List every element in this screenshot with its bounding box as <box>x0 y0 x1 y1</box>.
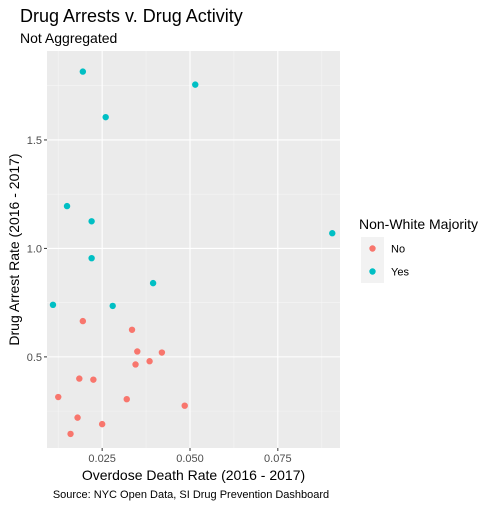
data-point-yes <box>102 113 109 121</box>
data-point-no <box>67 430 74 438</box>
data-point-yes <box>88 254 95 262</box>
data-point-no <box>123 395 130 403</box>
data-point-yes <box>149 279 157 287</box>
data-point-yes <box>109 302 116 310</box>
plot-panel <box>47 51 340 448</box>
data-point-yes <box>88 218 95 225</box>
data-point-no <box>90 376 97 383</box>
y-tick-label: 1.0 <box>27 243 42 255</box>
x-axis-ticks: 0.025 0.050 0.075 <box>88 448 292 465</box>
chart-subtitle: Not Aggregated <box>20 30 117 46</box>
data-point-yes <box>79 68 87 75</box>
x-tick-label: 0.025 <box>88 453 116 465</box>
legend-marker-yes <box>369 268 376 275</box>
data-point-yes <box>192 81 199 88</box>
data-point-no <box>55 393 62 401</box>
grid-lines <box>47 51 340 448</box>
data-point-no <box>134 348 141 355</box>
legend-label-no: No <box>391 244 405 256</box>
x-tick-label: 0.050 <box>176 453 204 465</box>
data-point-no <box>146 358 153 365</box>
data-point-yes <box>63 202 71 210</box>
data-point-no <box>181 402 188 409</box>
y-axis-title: Drug Arrest Rate (2016 - 2017) <box>6 153 22 345</box>
data-point-yes <box>329 230 336 237</box>
data-points <box>49 68 336 438</box>
legend-marker-no <box>369 245 376 252</box>
legend-label-yes: Yes <box>391 267 409 279</box>
x-axis-title: Overdose Death Rate (2016 - 2017) <box>82 467 305 483</box>
legend-title: Non-White Majority <box>359 216 478 232</box>
y-tick-label: 1.5 <box>27 135 42 147</box>
data-point-no <box>74 414 81 421</box>
chart-title: Drug Arrests v. Drug Activity <box>20 6 243 26</box>
y-tick-label: 0.5 <box>27 352 42 364</box>
data-point-no <box>158 349 166 356</box>
data-point-no <box>132 361 139 368</box>
y-axis-ticks: 0.5 1.0 1.5 <box>27 135 47 364</box>
legend: Non-White Majority No Yes <box>359 216 478 283</box>
x-tick-label: 0.075 <box>264 453 292 465</box>
data-point-no <box>76 375 83 382</box>
data-point-yes <box>49 301 57 309</box>
data-point-no <box>128 326 136 333</box>
data-point-no <box>79 317 87 325</box>
data-point-no <box>98 420 106 428</box>
chart-caption: Source: NYC Open Data, SI Drug Preventio… <box>53 489 329 501</box>
